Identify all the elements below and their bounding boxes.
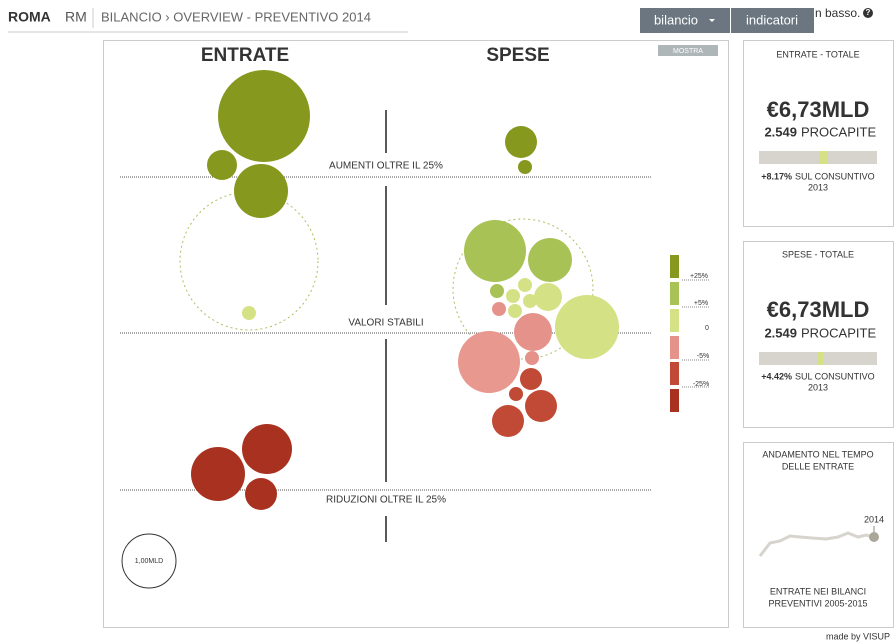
- main-panel: [103, 40, 729, 628]
- panel-title: ANDAMENTO NEL TEMPO: [762, 449, 873, 459]
- bubble[interactable]: [508, 304, 522, 318]
- legend-label: -25%: [693, 381, 709, 388]
- bubble[interactable]: [520, 368, 542, 390]
- caret: [709, 19, 715, 22]
- summary-panel: [743, 40, 894, 227]
- summary-panel: [743, 241, 894, 428]
- bubble[interactable]: [505, 126, 537, 158]
- city: ROMA: [8, 9, 51, 25]
- trend-line: [758, 531, 875, 557]
- bubble[interactable]: [514, 313, 552, 351]
- legend-label: +25%: [690, 273, 708, 280]
- panel-title: ENTRATE - TOTALE: [776, 49, 859, 59]
- legend-label: +5%: [694, 300, 708, 307]
- panel-title: SPESE - TOTALE: [782, 249, 854, 259]
- legend-label: 0: [705, 325, 709, 332]
- progress-marker: [819, 151, 828, 164]
- point-label: 2014: [864, 514, 884, 524]
- progress-bar: [759, 151, 877, 164]
- size-legend-label: 1,00MLD: [135, 558, 163, 565]
- bubble[interactable]: [523, 294, 537, 308]
- help[interactable]: ?: [866, 8, 871, 17]
- toggle-label[interactable]: MOSTRA: [673, 48, 703, 55]
- help-icon[interactable]: [863, 8, 873, 18]
- caption: PREVENTIVI 2005-2015: [768, 598, 867, 608]
- per-capita-label: PROCAPITE: [801, 325, 876, 340]
- per-capita-label: PROCAPITE: [801, 124, 876, 139]
- bubble[interactable]: [528, 238, 572, 282]
- bubble[interactable]: [509, 387, 523, 401]
- menu-button[interactable]: [731, 8, 814, 33]
- hint: n basso.: [815, 6, 860, 20]
- bubble[interactable]: [207, 150, 237, 180]
- bubbles: [179, 70, 619, 510]
- bubble[interactable]: [490, 284, 504, 298]
- total: €6,73MLD: [767, 97, 870, 122]
- band-label: AUMENTI OLTRE IL 25%: [329, 161, 443, 172]
- bubble[interactable]: [191, 447, 245, 501]
- bubble[interactable]: [525, 390, 557, 422]
- color-legend: [670, 255, 710, 412]
- change-year: 2013: [808, 182, 828, 192]
- bubble[interactable]: [555, 295, 619, 359]
- change: +4.42%: [761, 371, 792, 381]
- footer: made by VISUP: [826, 631, 890, 641]
- size-legend: [121, 533, 177, 589]
- panel-title: DELLE ENTRATE: [782, 461, 854, 471]
- change-year: 2013: [808, 382, 828, 392]
- total: €6,73MLD: [767, 297, 870, 322]
- trend-point: [869, 532, 879, 542]
- column-title: ENTRATE: [201, 45, 289, 66]
- bubble[interactable]: [492, 302, 506, 316]
- toggle[interactable]: [658, 45, 718, 56]
- bubble[interactable]: [492, 405, 524, 437]
- bubble[interactable]: [534, 283, 562, 311]
- reference-circle: [179, 191, 319, 331]
- change-label: SUL CONSUNTIVO: [795, 171, 875, 181]
- bubble[interactable]: [245, 478, 277, 510]
- bubble[interactable]: [464, 220, 526, 282]
- column-title: SPESE: [486, 45, 549, 66]
- band-label: RIDUZIONI OLTRE IL 25%: [326, 495, 446, 506]
- bubble[interactable]: [234, 164, 288, 218]
- caption: ENTRATE NEI BILANCI: [770, 586, 866, 596]
- bubble[interactable]: [218, 70, 310, 162]
- change: +8.17%: [761, 171, 792, 181]
- menu-label[interactable]: bilancio: [654, 12, 698, 27]
- bubble[interactable]: [518, 278, 532, 292]
- change-label: SUL CONSUNTIVO: [795, 371, 875, 381]
- bubble[interactable]: [518, 160, 532, 174]
- bubble[interactable]: [525, 351, 539, 365]
- per-capita: 2.549: [764, 124, 797, 139]
- legend-label: -5%: [697, 353, 709, 360]
- per-capita: 2.549: [764, 325, 797, 340]
- band-label: VALORI STABILI: [348, 318, 423, 329]
- bubble[interactable]: [506, 289, 520, 303]
- breadcrumb: BILANCIO › OVERVIEW - PREVENTIVO 2014: [101, 9, 371, 24]
- progress-marker: [818, 352, 823, 365]
- bubble[interactable]: [242, 306, 256, 320]
- menu-button[interactable]: [640, 8, 730, 33]
- bubble[interactable]: [458, 331, 520, 393]
- bubble[interactable]: [242, 424, 292, 474]
- menu-label[interactable]: indicatori: [746, 12, 798, 27]
- province: RM: [65, 9, 87, 25]
- reference-circle: [452, 218, 594, 360]
